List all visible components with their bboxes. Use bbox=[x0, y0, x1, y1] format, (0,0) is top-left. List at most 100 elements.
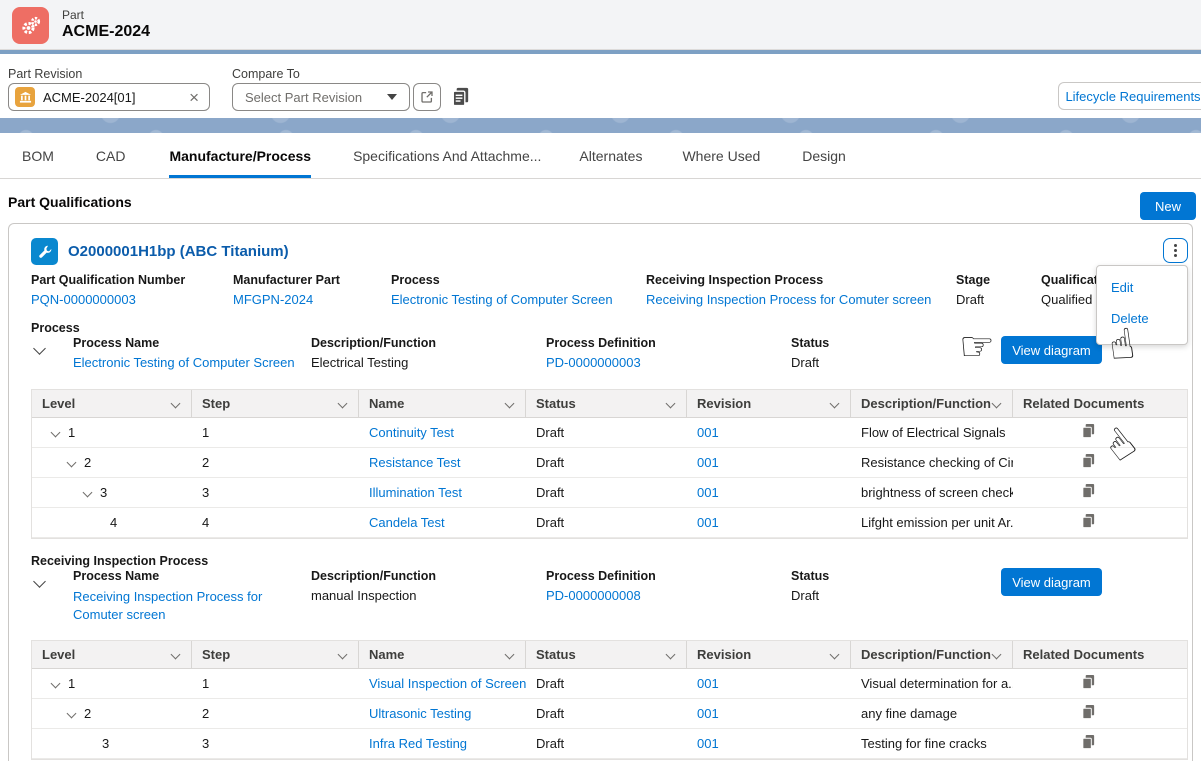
collapse-process-icon[interactable] bbox=[33, 342, 46, 355]
sort-chevron-icon[interactable] bbox=[170, 398, 181, 409]
sort-chevron-icon[interactable] bbox=[829, 649, 840, 660]
document-icon[interactable] bbox=[1081, 483, 1096, 499]
document-icon[interactable] bbox=[1081, 453, 1096, 469]
field-process: Process Electronic Testing of Computer S… bbox=[391, 273, 613, 307]
status-value: Draft bbox=[536, 455, 565, 470]
description-value: Lifght emission per unit Ar... bbox=[861, 515, 1013, 530]
sort-chevron-icon[interactable] bbox=[829, 398, 840, 409]
step-name-link[interactable]: Resistance Test bbox=[369, 455, 461, 470]
step-value: 2 bbox=[202, 706, 210, 721]
copy-document-button[interactable] bbox=[449, 85, 472, 113]
header-divider bbox=[0, 50, 1201, 54]
column-header-name: Name bbox=[359, 641, 526, 668]
document-icon[interactable] bbox=[1081, 513, 1096, 529]
receiving-status-group: Status Draft bbox=[791, 569, 829, 603]
process-link[interactable]: Electronic Testing of Computer Screen bbox=[391, 292, 613, 307]
step-name-link[interactable]: Candela Test bbox=[369, 515, 445, 530]
column-header-description: Description/Function bbox=[851, 641, 1013, 668]
view-diagram-button-process[interactable]: View diagram bbox=[1001, 336, 1102, 364]
sort-chevron-icon[interactable] bbox=[991, 398, 1002, 409]
process-status-value: Draft bbox=[791, 355, 820, 370]
revision-link[interactable]: 001 bbox=[697, 425, 719, 440]
step-name-link[interactable]: Continuity Test bbox=[369, 425, 455, 440]
process-definition-group: Process Definition PD-0000000003 bbox=[546, 336, 656, 370]
status-value: Draft bbox=[536, 485, 565, 500]
sort-chevron-icon[interactable] bbox=[991, 649, 1002, 660]
pqn-link[interactable]: PQN-0000000003 bbox=[31, 292, 136, 307]
open-compare-button[interactable] bbox=[413, 83, 441, 111]
sort-chevron-icon[interactable] bbox=[665, 398, 676, 409]
revision-link[interactable]: 001 bbox=[697, 515, 719, 530]
process-definition-label: Process Definition bbox=[546, 336, 656, 350]
gears-icon bbox=[21, 16, 40, 34]
row-actions-button[interactable] bbox=[1163, 238, 1188, 263]
tab-specifications[interactable]: Specifications And Attachme... bbox=[353, 147, 542, 164]
receiving-definition-link[interactable]: PD-0000000008 bbox=[546, 588, 641, 603]
step-name-link[interactable]: Ultrasonic Testing bbox=[369, 706, 472, 721]
manufacturer-part-link[interactable]: MFGPN-2024 bbox=[233, 292, 314, 307]
expand-row-icon[interactable] bbox=[50, 678, 61, 689]
compare-to-select[interactable]: Select Part Revision bbox=[232, 83, 410, 111]
tab-design[interactable]: Design bbox=[802, 147, 846, 164]
sort-chevron-icon[interactable] bbox=[170, 649, 181, 660]
document-icon[interactable] bbox=[1081, 674, 1096, 690]
revision-link[interactable]: 001 bbox=[697, 485, 719, 500]
expand-row-icon[interactable] bbox=[66, 708, 77, 719]
tab-where-used[interactable]: Where Used bbox=[682, 147, 761, 164]
tab-cad[interactable]: CAD bbox=[95, 147, 126, 164]
process-definition-link[interactable]: PD-0000000003 bbox=[546, 355, 641, 370]
menu-item-edit[interactable]: Edit bbox=[1111, 280, 1134, 295]
row-actions-menu: Edit Delete bbox=[1096, 265, 1188, 345]
column-header-related-documents: Related Documents bbox=[1023, 647, 1145, 662]
compare-to-placeholder: Select Part Revision bbox=[245, 89, 363, 105]
table-row: 3 3 Illumination Test Draft 001 brightne… bbox=[32, 478, 1187, 508]
document-icon[interactable] bbox=[1081, 734, 1096, 750]
section-title: Part Qualifications bbox=[8, 194, 132, 210]
expand-row-icon[interactable] bbox=[66, 457, 77, 468]
receiving-name-link[interactable]: Receiving Inspection Process for Comuter… bbox=[73, 589, 263, 622]
sort-chevron-icon[interactable] bbox=[504, 649, 515, 660]
receiving-definition-group: Process Definition PD-0000000008 bbox=[546, 569, 656, 603]
sort-chevron-icon[interactable] bbox=[504, 398, 515, 409]
document-icon[interactable] bbox=[1081, 704, 1096, 720]
view-diagram-button-receiving[interactable]: View diagram bbox=[1001, 568, 1102, 596]
field-label: Receiving Inspection Process bbox=[646, 273, 824, 287]
revision-link[interactable]: 001 bbox=[697, 455, 719, 470]
receiving-process-link[interactable]: Receiving Inspection Process for Comuter… bbox=[646, 292, 932, 307]
process-name-link[interactable]: Electronic Testing of Computer Screen bbox=[73, 355, 295, 370]
receiving-desc-group: Description/Function manual Inspection bbox=[311, 569, 436, 603]
tab-bom[interactable]: BOM bbox=[22, 147, 54, 164]
table-row: 1 1 Visual Inspection of Screen Draft 00… bbox=[32, 669, 1187, 699]
receiving-status-label: Status bbox=[791, 569, 830, 583]
clear-icon[interactable]: × bbox=[189, 87, 199, 107]
receiving-definition-label: Process Definition bbox=[546, 569, 656, 583]
sort-chevron-icon[interactable] bbox=[665, 649, 676, 660]
menu-item-delete[interactable]: Delete bbox=[1111, 311, 1149, 326]
related-documents-cell bbox=[1013, 734, 1187, 753]
expand-row-icon[interactable] bbox=[82, 487, 93, 498]
tab-manufacture-process[interactable]: Manufacture/Process bbox=[169, 133, 312, 178]
sort-chevron-icon[interactable] bbox=[337, 398, 348, 409]
table-header-row: Level Step Name Status Revision Descript… bbox=[32, 641, 1187, 669]
revision-link[interactable]: 001 bbox=[697, 736, 719, 751]
theme-band bbox=[0, 118, 1201, 133]
revision-link[interactable]: 001 bbox=[697, 676, 719, 691]
new-button[interactable]: New bbox=[1140, 192, 1196, 220]
step-name-link[interactable]: Illumination Test bbox=[369, 485, 462, 500]
collapse-receiving-icon[interactable] bbox=[33, 575, 46, 588]
expand-row-icon[interactable] bbox=[50, 427, 61, 438]
sort-chevron-icon[interactable] bbox=[337, 649, 348, 660]
tab-alternates[interactable]: Alternates bbox=[579, 147, 643, 164]
step-name-link[interactable]: Infra Red Testing bbox=[369, 736, 468, 751]
step-name-link[interactable]: Visual Inspection of Screen bbox=[369, 676, 526, 691]
lifecycle-requirements-button[interactable]: Lifecycle Requirements bbox=[1058, 82, 1201, 110]
description-value: Flow of Electrical Signals bbox=[861, 425, 1006, 440]
revision-link[interactable]: 001 bbox=[697, 706, 719, 721]
field-receiving-inspection-process: Receiving Inspection Process Receiving I… bbox=[646, 273, 931, 307]
column-header-step: Step bbox=[192, 390, 359, 417]
tab-bar: BOM CAD Manufacture/Process Specificatio… bbox=[0, 133, 1201, 179]
document-icon[interactable] bbox=[1081, 423, 1096, 439]
part-revision-input[interactable]: ACME-2024[01] × bbox=[8, 83, 210, 111]
qualification-title[interactable]: O2000001H1bp (ABC Titanium) bbox=[68, 243, 289, 260]
